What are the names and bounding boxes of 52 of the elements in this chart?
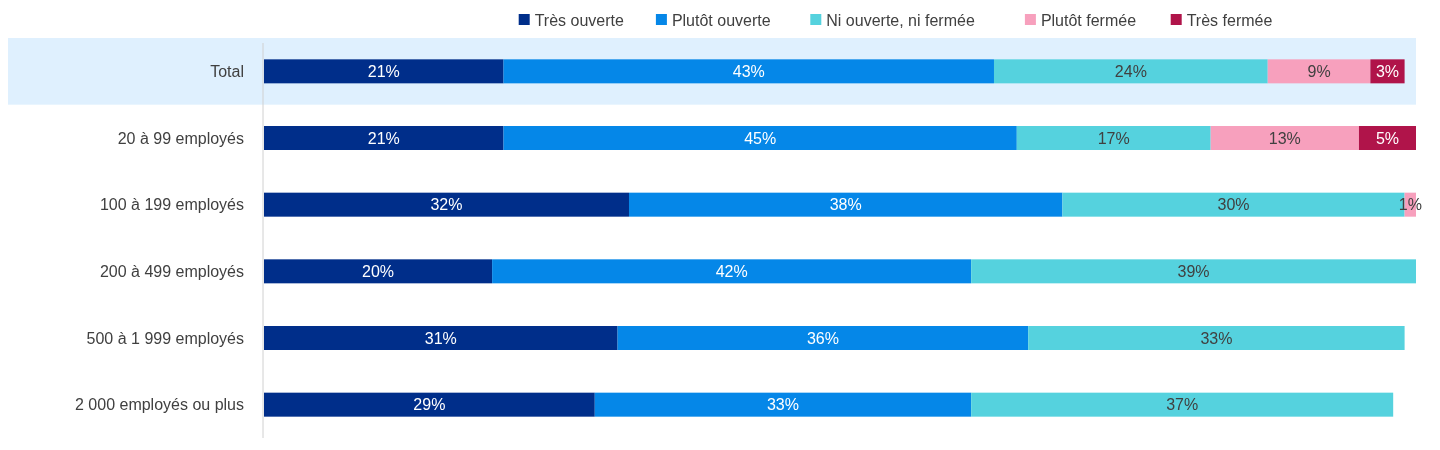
bar — [503, 126, 1017, 150]
y-tick-label: 20 à 99 employés — [117, 129, 244, 147]
data-label: 32% — [430, 196, 463, 214]
data-label: 21% — [367, 129, 400, 147]
data-label: 45% — [744, 129, 777, 147]
legend-label: Plutôt ouverte — [671, 11, 771, 29]
data-label: 33% — [1200, 329, 1233, 347]
data-label: 3% — [1375, 62, 1400, 80]
data-label: 24% — [1114, 62, 1147, 80]
y-tick-label: 100 à 199 employés — [99, 196, 244, 214]
bar — [264, 392, 595, 417]
bar — [628, 192, 1063, 217]
bar — [594, 392, 972, 417]
data-label: 20% — [362, 262, 395, 280]
bar — [264, 259, 493, 284]
bar — [492, 259, 972, 284]
bar — [264, 326, 618, 350]
data-label: 29% — [413, 396, 446, 414]
bar — [264, 59, 504, 84]
bar — [971, 392, 1394, 417]
bar — [264, 126, 504, 150]
data-label: 30% — [1217, 196, 1250, 214]
bar — [503, 59, 994, 84]
legend-label: Ni ouverte, ni fermée — [826, 11, 975, 29]
bar — [1028, 326, 1405, 350]
data-label: 42% — [715, 262, 748, 280]
bar — [1016, 126, 1211, 150]
bar — [993, 59, 1268, 84]
data-label: 31% — [424, 329, 457, 347]
y-tick-label: 2 000 employés ou plus — [75, 396, 244, 414]
bar — [1210, 126, 1359, 150]
bar — [264, 192, 629, 217]
legend-label: Très fermée — [1186, 11, 1273, 29]
data-label: 38% — [829, 196, 862, 214]
legend-label: Plutôt fermée — [1040, 11, 1137, 29]
data-label: 5% — [1375, 129, 1400, 147]
bar — [1267, 59, 1371, 84]
data-label: 21% — [367, 62, 400, 80]
data-label: 37% — [1166, 396, 1199, 414]
data-label: 39% — [1177, 262, 1210, 280]
y-tick-label: Total — [210, 62, 244, 80]
data-label: 43% — [732, 62, 765, 80]
legend-label: Très ouverte — [534, 11, 625, 29]
y-tick-label: 200 à 499 employés — [99, 262, 244, 280]
data-label: 36% — [806, 329, 839, 347]
data-label: 9% — [1307, 62, 1331, 80]
bar — [617, 326, 1029, 350]
bar — [971, 259, 1416, 284]
data-label: 33% — [766, 396, 799, 414]
data-label: 17% — [1097, 129, 1130, 147]
y-tick-label: 500 à 1 999 employés — [86, 329, 244, 347]
data-label: 13% — [1268, 129, 1301, 147]
